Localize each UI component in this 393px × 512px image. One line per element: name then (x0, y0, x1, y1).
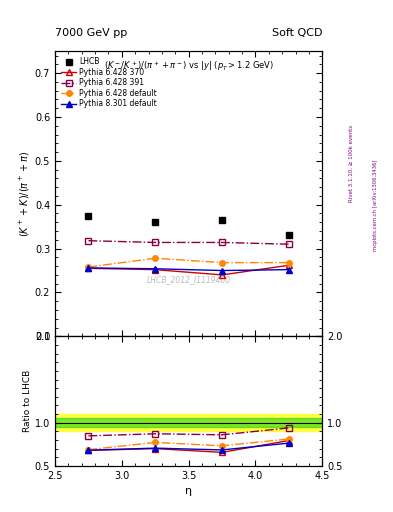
Text: Soft QCD: Soft QCD (272, 28, 322, 38)
Bar (55, 418, 322, 427)
Legend: LHCB, Pythia 6.428 370, Pythia 6.428 391, Pythia 6.428 default, Pythia 8.301 def: LHCB, Pythia 6.428 370, Pythia 6.428 391… (59, 55, 160, 111)
Text: $(K^-/K^+)/(\pi^++\pi^-)$ vs $|y|$ $(p_T > 1.2\ \mathrm{GeV})$: $(K^-/K^+)/(\pi^++\pi^-)$ vs $|y|$ $(p_T… (104, 60, 274, 73)
Y-axis label: $(K^+ + K)/(\pi^+ + \pi)$: $(K^+ + K)/(\pi^+ + \pi)$ (18, 151, 32, 237)
Text: mcplots.cern.ch [arXiv:1306.3436]: mcplots.cern.ch [arXiv:1306.3436] (373, 159, 378, 250)
Text: Rivet 3.1.10, ≥ 100k events: Rivet 3.1.10, ≥ 100k events (349, 125, 354, 202)
X-axis label: η: η (185, 486, 192, 496)
Text: 7000 GeV pp: 7000 GeV pp (55, 28, 127, 38)
Text: LHCB_2012_I1119400: LHCB_2012_I1119400 (147, 275, 231, 284)
Y-axis label: Ratio to LHCB: Ratio to LHCB (23, 370, 32, 432)
Bar (55, 414, 322, 431)
